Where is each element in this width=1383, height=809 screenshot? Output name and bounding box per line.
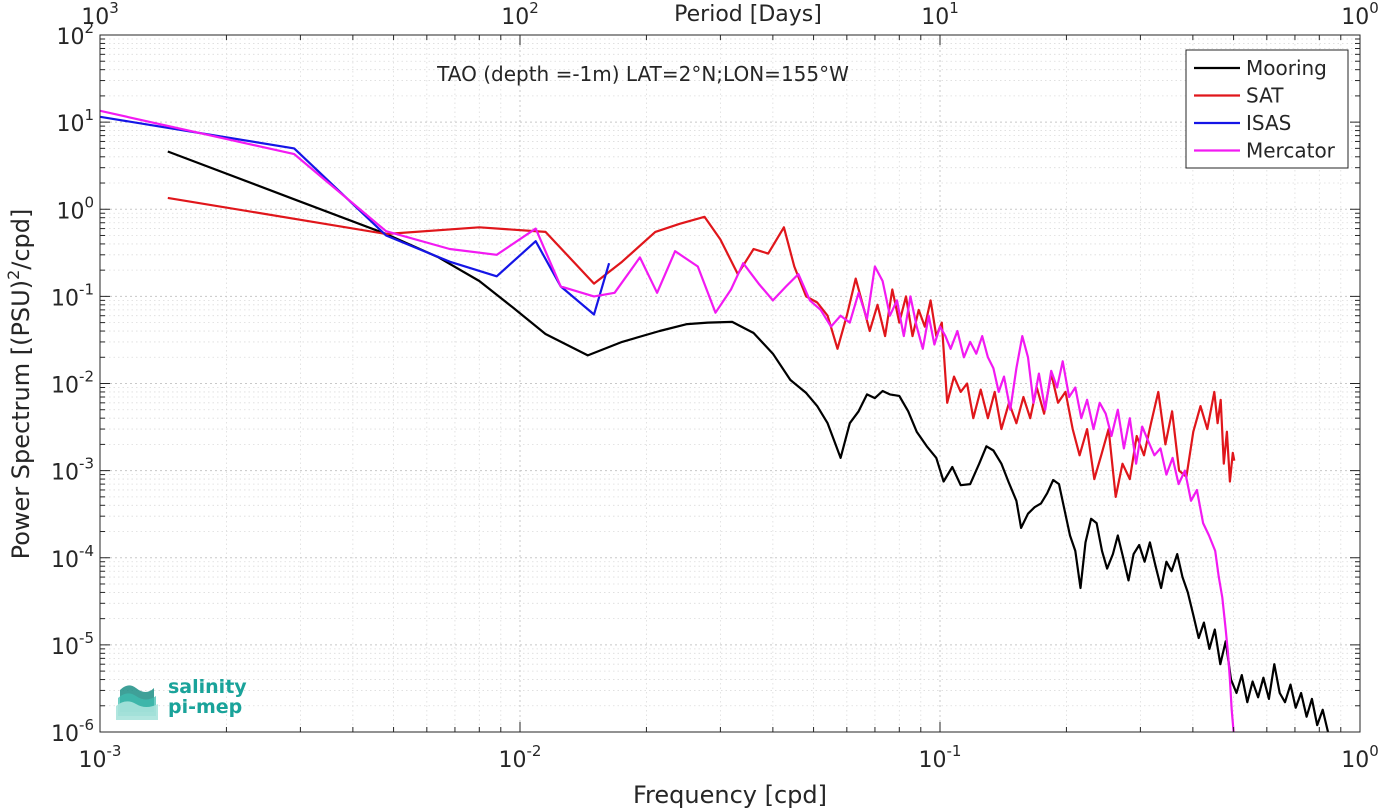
logo-text-line2: pi-mep [168, 696, 242, 718]
x-tick-label: 10-3 [79, 742, 122, 773]
series-line-sat [167, 196, 1236, 498]
y-tick-label: 100 [56, 193, 94, 224]
y-tick-label: 10-6 [51, 716, 94, 747]
y-tick-label: 101 [56, 106, 94, 137]
chart-title: TAO (depth =-1m) LAT=2°N;LON=155°W [436, 62, 849, 86]
y-tick-label: 10-2 [51, 368, 94, 399]
series-line-isas [100, 115, 611, 316]
minor-grid [100, 35, 1360, 732]
series-line-mercator [100, 109, 1235, 732]
legend-label-isas: ISAS [1246, 111, 1291, 135]
x-axis-label: Frequency [cpd] [633, 781, 827, 809]
salinity-pi-mep-logo: salinity pi-mep [116, 676, 247, 720]
top-axis-label: Period [Days] [674, 2, 822, 27]
y-tick-label: 102 [56, 19, 94, 50]
y-tick-label: 10-4 [51, 542, 94, 573]
top-tick-label: 101 [921, 0, 959, 30]
tick-marks [99, 34, 1361, 733]
x-tick-label: 10-2 [499, 742, 542, 773]
x-tick-label: 100 [1341, 742, 1379, 773]
top-tick-label: 100 [1341, 0, 1379, 30]
y-tick-label: 10-1 [51, 280, 94, 311]
y-tick-label: 10-5 [51, 629, 94, 660]
legend-label-mooring: Mooring [1246, 56, 1327, 80]
legend-box [1185, 49, 1349, 169]
logo-mark-icon [116, 685, 158, 720]
series-layer [100, 109, 1330, 732]
legend-label-sat: SAT [1246, 84, 1284, 108]
top-tick-label: 102 [501, 0, 539, 30]
y-tick-label: 10-3 [51, 455, 94, 486]
x-tick-label: 10-1 [919, 742, 962, 773]
logo-text-line1: salinity [168, 676, 247, 698]
legend: Mooring SAT ISAS Mercator [1185, 49, 1349, 169]
series-line-mooring [167, 150, 1330, 732]
y-axis-label: Power Spectrum [(PSU)2/cpd] [4, 209, 35, 560]
legend-items: Mooring SAT ISAS Mercator [1194, 56, 1336, 163]
legend-label-mercator: Mercator [1246, 139, 1336, 163]
top-tick-label: 103 [81, 0, 119, 30]
